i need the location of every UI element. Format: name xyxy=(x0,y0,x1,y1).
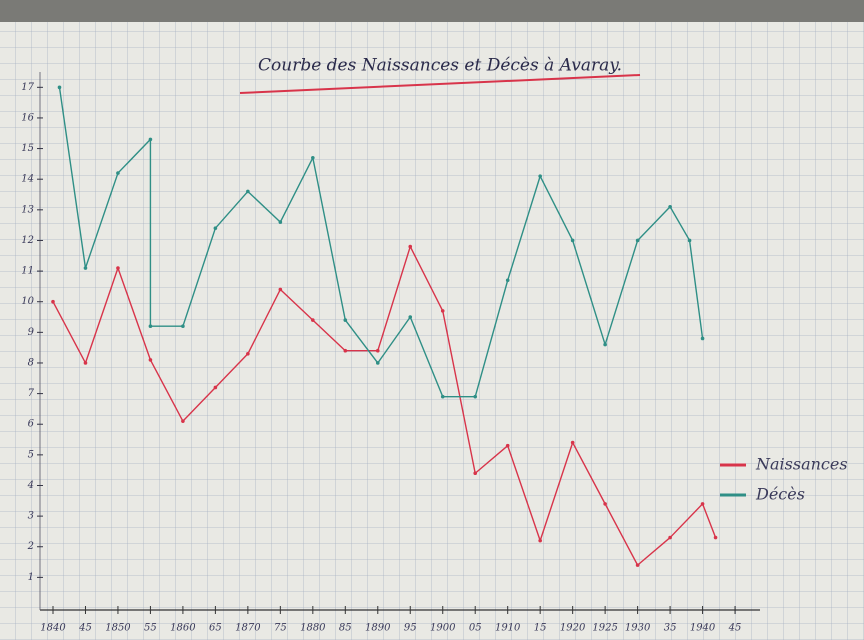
chart: Courbe des Naissances et Décès à Avaray.… xyxy=(0,0,864,640)
x-tick-label: 65 xyxy=(209,623,222,634)
x-tick-label: 1940 xyxy=(690,623,716,634)
y-tick-label: 1 xyxy=(28,572,34,583)
data-point xyxy=(376,361,380,365)
x-tick-label: 55 xyxy=(144,623,157,634)
data-point xyxy=(214,226,218,230)
data-point xyxy=(181,324,185,328)
data-point xyxy=(668,536,672,540)
data-point xyxy=(701,502,705,506)
data-point xyxy=(116,171,120,175)
y-tick-label: 7 xyxy=(28,388,35,399)
x-tick-label: 15 xyxy=(534,623,547,634)
data-point xyxy=(603,343,607,347)
data-point xyxy=(636,563,640,567)
x-tick-label: 1860 xyxy=(170,623,196,634)
y-tick-label: 2 xyxy=(27,541,34,552)
legend-label: Naissances xyxy=(755,455,848,474)
x-tick-label: 35 xyxy=(664,623,677,634)
data-point xyxy=(246,352,250,356)
y-tick-label: 9 xyxy=(28,327,35,338)
y-tick-label: 12 xyxy=(21,235,34,246)
data-point xyxy=(51,300,55,304)
y-tick-label: 4 xyxy=(27,480,34,491)
data-point xyxy=(279,288,283,292)
x-tick-label: 1925 xyxy=(592,623,617,634)
legend-label: Décès xyxy=(755,485,805,504)
x-tick-label: 1930 xyxy=(625,623,651,634)
data-point xyxy=(473,395,477,399)
data-point xyxy=(149,138,153,142)
x-tick-label: 1880 xyxy=(300,623,326,634)
data-point xyxy=(714,536,718,540)
data-point xyxy=(571,441,575,445)
y-tick-label: 14 xyxy=(21,174,34,185)
x-tick-label: 1890 xyxy=(365,623,391,634)
y-tick-label: 11 xyxy=(21,266,34,277)
data-point xyxy=(214,386,218,390)
data-point xyxy=(441,395,445,399)
data-point xyxy=(279,220,283,224)
data-point xyxy=(376,349,380,353)
x-tick-label: 45 xyxy=(728,623,742,634)
data-point xyxy=(149,358,153,362)
data-point xyxy=(408,315,412,319)
x-tick-label: 05 xyxy=(469,623,482,634)
x-tick-label: 75 xyxy=(274,623,287,634)
data-point xyxy=(603,502,607,506)
y-tick-label: 10 xyxy=(21,296,34,307)
data-point xyxy=(668,205,672,209)
x-tick-label: 45 xyxy=(78,623,92,634)
page: {"chart_data": { "type": "line", "title"… xyxy=(0,0,864,640)
data-point xyxy=(311,318,315,322)
data-point xyxy=(58,86,62,90)
x-tick-label: 95 xyxy=(404,623,417,634)
paper-edge xyxy=(0,0,864,22)
data-point xyxy=(538,539,542,543)
data-point xyxy=(116,266,120,270)
data-point xyxy=(246,190,250,194)
x-tick-label: 85 xyxy=(339,623,352,634)
data-point xyxy=(571,239,575,243)
data-point xyxy=(506,444,510,448)
data-point xyxy=(343,349,347,353)
y-tick-label: 5 xyxy=(28,449,34,460)
y-tick-label: 8 xyxy=(28,357,34,368)
data-point xyxy=(343,318,347,322)
paper-grid xyxy=(0,0,864,640)
data-point xyxy=(84,266,88,270)
y-tick-label: 16 xyxy=(21,112,34,123)
data-point xyxy=(408,245,412,249)
chart-title: Courbe des Naissances et Décès à Avaray. xyxy=(258,56,622,76)
data-point xyxy=(441,309,445,313)
y-tick-label: 13 xyxy=(21,204,34,215)
y-tick-label: 6 xyxy=(28,419,35,430)
data-point xyxy=(149,324,153,328)
data-point xyxy=(311,156,315,160)
x-tick-label: 1910 xyxy=(495,623,521,634)
x-tick-label: 1840 xyxy=(40,623,66,634)
x-tick-label: 1870 xyxy=(235,623,261,634)
data-point xyxy=(473,471,477,475)
data-point xyxy=(84,361,88,365)
x-tick-label: 1850 xyxy=(105,623,131,634)
data-point xyxy=(506,278,510,282)
y-tick-label: 3 xyxy=(28,511,34,522)
data-point xyxy=(688,239,692,243)
x-tick-label: 1900 xyxy=(430,623,456,634)
y-tick-label: 15 xyxy=(21,143,34,154)
data-point xyxy=(701,337,705,341)
data-point xyxy=(538,174,542,178)
data-point xyxy=(181,419,185,423)
x-tick-label: 1920 xyxy=(560,623,586,634)
y-tick-label: 17 xyxy=(21,82,34,93)
data-point xyxy=(636,239,640,243)
